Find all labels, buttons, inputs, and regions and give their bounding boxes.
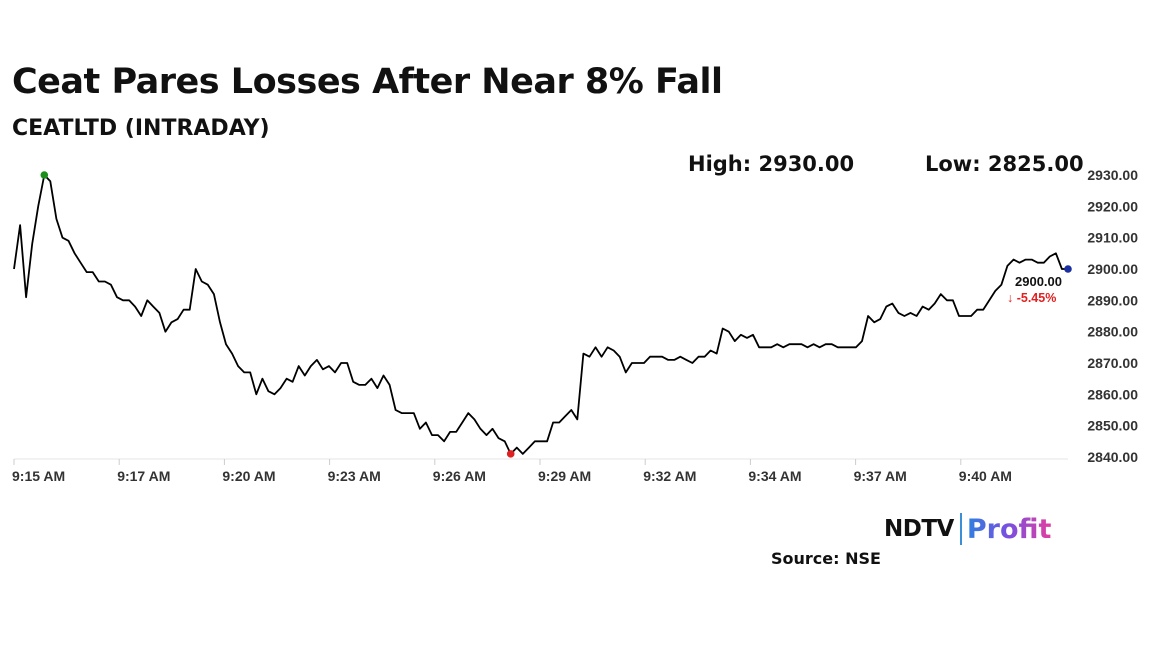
- y-tick-label: 2850.00: [1087, 418, 1138, 434]
- x-tick-label: 9:29 AM: [538, 468, 591, 484]
- chart-title: Ceat Pares Losses After Near 8% Fall: [12, 62, 723, 102]
- y-tick-label: 2880.00: [1087, 324, 1138, 340]
- chart-subtitle: CEATLTD (INTRADAY): [12, 116, 270, 141]
- x-tick-label: 9:37 AM: [854, 468, 907, 484]
- brand-ndtv: NDTV: [884, 516, 954, 542]
- x-tick-label: 9:26 AM: [433, 468, 486, 484]
- y-tick-label: 2930.00: [1087, 167, 1138, 183]
- y-axis: 2840.00 2850.00 2860.00 2870.00 2880.00 2890.…: [1087, 167, 1138, 465]
- x-tick-label: 9:34 AM: [748, 468, 801, 484]
- y-tick-label: 2890.00: [1087, 292, 1138, 308]
- y-tick-label: 2900.00: [1087, 261, 1138, 277]
- low-value-label: Low: 2825.00: [925, 152, 1084, 176]
- y-tick-label: 2910.00: [1087, 230, 1138, 246]
- x-axis: 9:15 AM 9:17 AM 9:20 AM 9:23 AM 9:26 AM 9:29 …: [12, 458, 1068, 484]
- high-value-label: High: 2930.00: [688, 152, 855, 176]
- change-percent-label: ↓ -5.45%: [1007, 291, 1056, 305]
- y-tick-label: 2860.00: [1087, 386, 1138, 402]
- current-price-label: 2900.00: [1015, 274, 1062, 289]
- x-tick-label: 9:15 AM: [12, 468, 65, 484]
- x-tick-label: 9:17 AM: [117, 468, 170, 484]
- price-line: [13, 174, 1068, 455]
- source-label: Source: NSE: [771, 549, 881, 568]
- brand-divider: [959, 513, 962, 545]
- y-tick-label: 2840.00: [1087, 449, 1138, 465]
- y-tick-label: 2870.00: [1087, 355, 1138, 371]
- brand-profit: Profit: [966, 513, 1052, 545]
- current-marker: [1064, 265, 1072, 273]
- low-marker: [506, 450, 515, 458]
- x-tick-label: 9:23 AM: [328, 468, 381, 484]
- x-tick-label: 9:20 AM: [222, 468, 275, 484]
- ndtv-profit-logo: NDTV Profit: [884, 510, 1051, 548]
- x-tick-label: 9:40 AM: [959, 468, 1012, 484]
- high-marker: [40, 171, 49, 179]
- y-tick-label: 2920.00: [1087, 198, 1138, 214]
- x-tick-label: 9:32 AM: [643, 468, 696, 484]
